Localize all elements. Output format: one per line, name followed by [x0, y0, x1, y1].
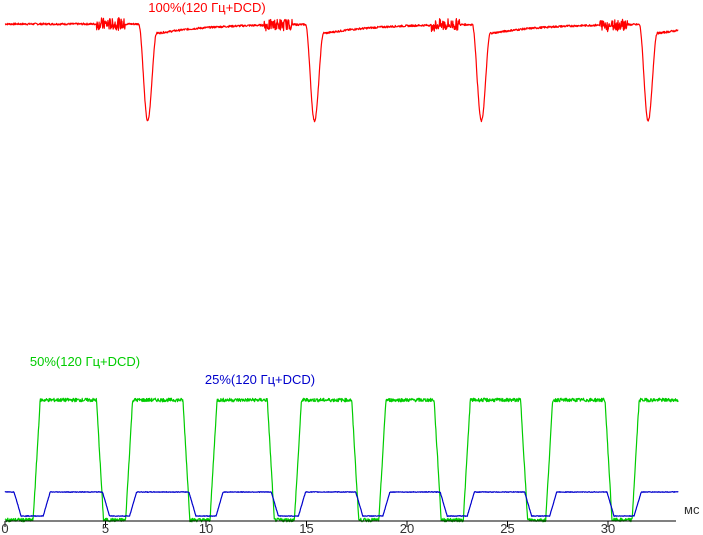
trace-25-percent — [4, 491, 679, 517]
x-tick-label: 20 — [400, 521, 414, 535]
x-tick-label: 10 — [199, 521, 213, 535]
x-axis-ticks: 0 5 10 15 20 25 30 — [1, 521, 615, 535]
trace-50-percent — [4, 397, 679, 523]
series-label-100: 100%(120 Гц+DCD) — [148, 0, 265, 15]
traces-group — [4, 17, 679, 523]
x-unit-label: мс — [684, 502, 700, 517]
trace-100-percent — [4, 17, 679, 123]
x-tick-label: 25 — [500, 521, 514, 535]
x-tick-label: 0 — [1, 521, 8, 535]
series-label-25: 25%(120 Гц+DCD) — [205, 372, 315, 387]
x-tick-label: 5 — [102, 521, 109, 535]
x-tick-label: 30 — [601, 521, 615, 535]
series-label-50: 50%(120 Гц+DCD) — [30, 354, 140, 369]
x-tick-label: 15 — [299, 521, 313, 535]
